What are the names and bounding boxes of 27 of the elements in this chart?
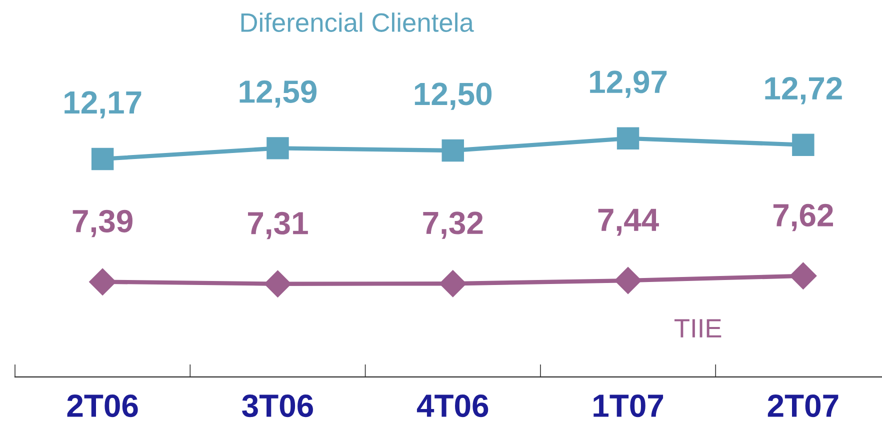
point: [790, 262, 817, 290]
data-label: 7,39: [72, 210, 132, 238]
data-label: 7,44: [598, 208, 659, 236]
x-tick-label: 3T06: [242, 394, 313, 418]
point: [264, 270, 292, 298]
data-label: 12,97: [590, 70, 667, 98]
data-label: 7,62: [773, 204, 833, 232]
point: [442, 139, 464, 162]
data-label: 12,59: [240, 80, 317, 108]
point: [616, 127, 640, 150]
x-tick-label: 1T07: [594, 394, 664, 418]
text: Diferencial Clientela: [241, 12, 474, 32]
data-label: 12,50: [414, 82, 492, 110]
x-tick-label: 4T06: [416, 394, 488, 418]
data-label: 12,72: [765, 77, 842, 104]
point: [792, 134, 814, 156]
data-label: 12,17: [64, 91, 142, 118]
point: [266, 137, 289, 160]
point: [89, 268, 116, 296]
data-label: 7,31: [248, 212, 308, 240]
point: [439, 270, 466, 298]
x-tick-label: 2T06: [67, 394, 138, 418]
point: [91, 148, 114, 170]
series-label: TIIE: [674, 319, 722, 338]
point: [614, 267, 642, 294]
x-tick-label: 2T07: [768, 394, 838, 418]
data-label: 7,32: [423, 212, 483, 239]
